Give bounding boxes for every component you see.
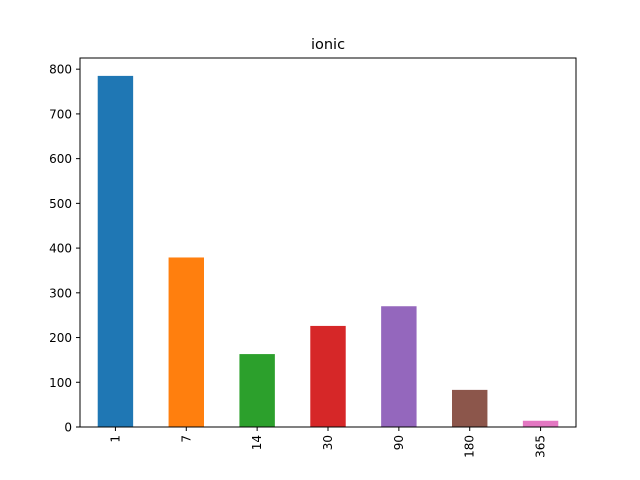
bar-30 <box>310 325 346 427</box>
y-tick-label: 400 <box>49 242 72 256</box>
bar-180 <box>452 389 488 427</box>
x-tick-label: 7 <box>179 435 193 443</box>
bar-90 <box>381 306 417 427</box>
bar-14 <box>239 354 275 427</box>
x-tick-label: 365 <box>534 435 548 458</box>
bar-1 <box>97 75 134 427</box>
x-tick-label: 180 <box>463 435 477 458</box>
x-tick-label: 30 <box>321 435 335 450</box>
y-tick-label: 700 <box>49 107 72 121</box>
y-tick-label: 0 <box>64 421 72 435</box>
y-tick-label: 200 <box>49 331 72 345</box>
x-tick-label: 14 <box>250 435 264 450</box>
y-tick-label: 100 <box>49 376 72 390</box>
y-tick-label: 600 <box>49 152 72 166</box>
y-axis: 0 100 200 300 400 500 600 700 800 <box>49 63 80 435</box>
x-tick-label: 1 <box>108 435 122 443</box>
y-tick-label: 800 <box>49 63 72 77</box>
x-tick-label: 90 <box>392 435 406 450</box>
chart-title: ionic <box>311 37 345 53</box>
bar-365 <box>522 420 559 427</box>
plot-frame <box>79 57 577 428</box>
bars-group <box>97 75 559 427</box>
y-tick-label: 300 <box>49 286 72 300</box>
x-axis: 1 7 14 30 90 180 365 <box>108 427 548 458</box>
bar-7 <box>168 257 204 427</box>
y-tick-label: 500 <box>49 197 72 211</box>
